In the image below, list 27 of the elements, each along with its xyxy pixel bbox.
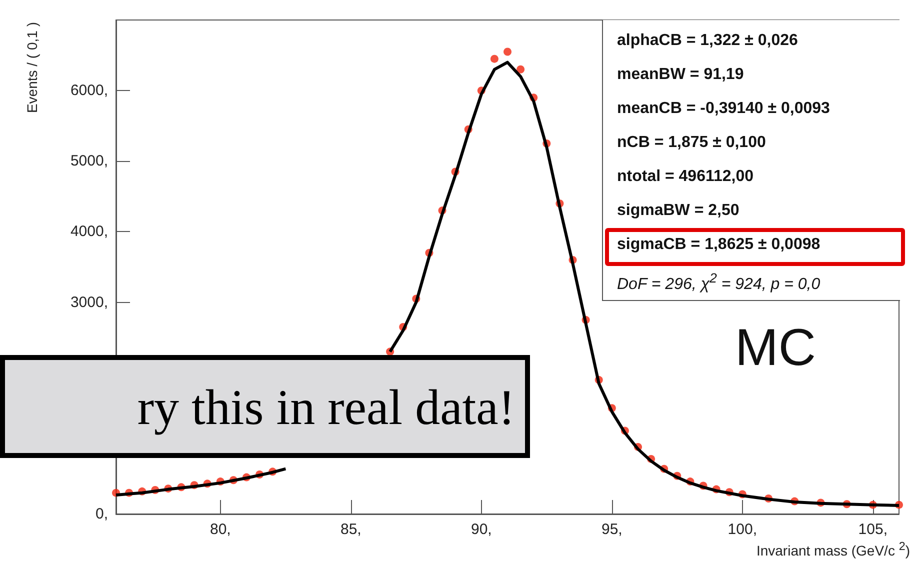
x-tick-label: 105,	[858, 521, 888, 538]
x-tick-label: 95,	[601, 521, 622, 538]
y-tick-label: 5000,	[70, 152, 108, 170]
x-tick-label: 100,	[728, 521, 757, 538]
annotation: ntotal = 496112,00	[617, 168, 754, 185]
annotation: MC	[735, 318, 816, 378]
annotation: nCB = 1,875 ± 0,100	[617, 134, 766, 151]
y-axis-title: Events / ( 0,1 )	[24, 22, 40, 114]
x-axis-title: Invariant mass (GeV/c $^{2}$)	[756, 540, 910, 559]
y-tick-label: 6000,	[70, 82, 108, 100]
annotation: meanCB = -0,39140 ± 0,0093	[617, 100, 830, 117]
x-tick-label: 80,	[210, 521, 231, 538]
annotation: DoF = 296, χ$^{2}$ = 924, p = 0,0	[617, 271, 820, 294]
y-tick-label: 3000,	[70, 294, 108, 311]
point	[490, 54, 498, 63]
x-tick-label: 85,	[340, 521, 362, 538]
annotation: ry this in real data!	[137, 378, 515, 436]
annotation: meanBW = 91,19	[617, 66, 744, 83]
y-tick-label: 0,	[95, 506, 108, 522]
y-tick-label: 4000,	[70, 223, 108, 240]
point	[516, 65, 525, 74]
annotation: sigmaBW = 2,50	[617, 202, 740, 219]
note-box: ry this in real data!	[0, 355, 530, 458]
annotation: sigmaCB = 1,8625 ± 0,0098	[617, 236, 820, 253]
point	[504, 48, 512, 56]
x-tick-label: 90,	[470, 521, 492, 538]
annotation: alphaCB = 1,322 ± 0,026	[617, 32, 798, 49]
